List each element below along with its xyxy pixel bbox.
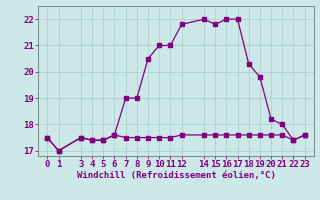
X-axis label: Windchill (Refroidissement éolien,°C): Windchill (Refroidissement éolien,°C) xyxy=(76,171,276,180)
